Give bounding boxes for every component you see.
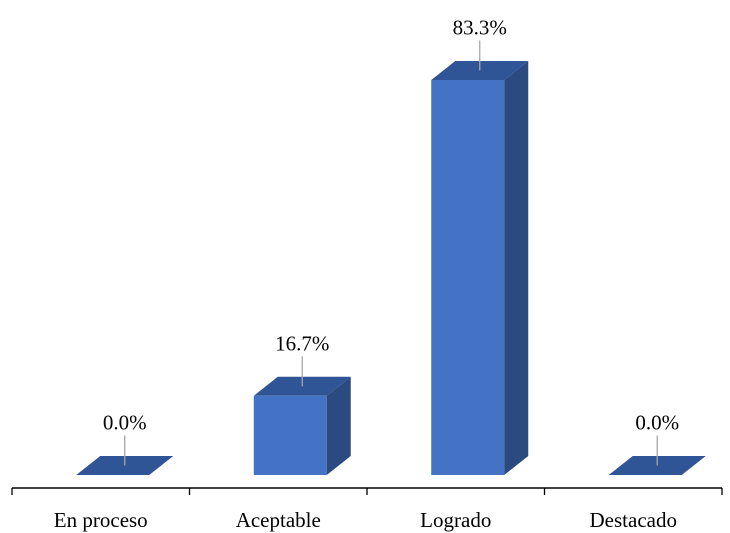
- value-label: 0.0%: [103, 411, 147, 435]
- value-label: 0.0%: [635, 411, 679, 435]
- category-label: En proceso: [54, 508, 148, 532]
- category-labels-group: En proceso Aceptable Logrado Destacado: [54, 508, 677, 532]
- value-label: 83.3%: [453, 16, 507, 40]
- leader-lines-group: [124, 40, 658, 466]
- category-label: Aceptable: [236, 508, 321, 532]
- category-label: Destacado: [590, 508, 677, 532]
- category-label: Logrado: [420, 508, 491, 532]
- bar-side-face: [326, 376, 351, 475]
- value-label: 16.7%: [275, 331, 329, 355]
- x-axis-ticks-group: [11, 488, 723, 495]
- bar-logrado: [431, 61, 529, 475]
- bar-side-face: [504, 61, 529, 475]
- bar-front-face: [253, 395, 327, 475]
- bar-aceptable: [253, 376, 351, 475]
- bars-group: [76, 61, 706, 475]
- value-labels-group: 0.0% 16.7% 83.3% 0.0%: [103, 16, 679, 435]
- bar-front-face: [431, 80, 505, 475]
